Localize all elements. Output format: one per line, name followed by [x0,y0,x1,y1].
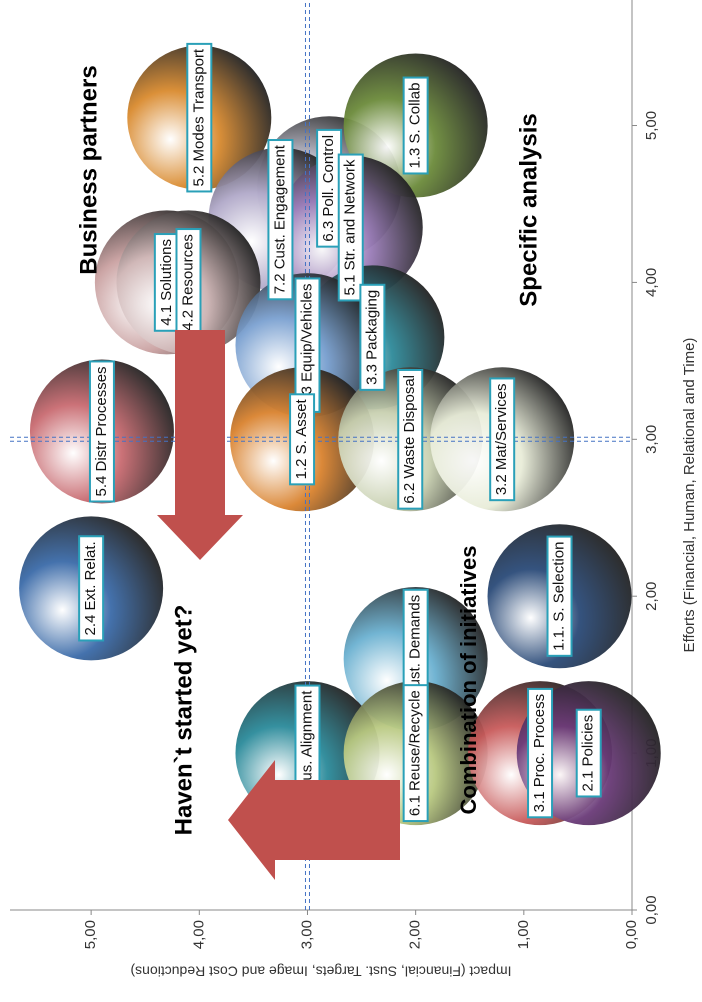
x-tick-label: 2,00 [643,582,660,611]
y-tick-label: 0,00 [623,920,640,949]
bubble-label: 1.1. S. Selection [550,542,567,651]
bubble-label: 3.1 Proc. Process [531,694,548,812]
label-box [402,76,429,175]
bubble-label: 5.4 Distr Processes [93,366,110,496]
y-tick-label: 3,00 [298,920,315,949]
bubble-label: 4.2 Resources [179,234,196,331]
bubble-label: 4.1 Solutions [158,239,175,326]
label-box [359,283,386,391]
arrow [228,760,400,880]
label-box [186,42,213,193]
y-tick-label: 5,00 [82,920,99,949]
annotation: Haven`t started yet? [170,605,197,836]
x-tick-label: 3,00 [643,425,660,454]
label-box [267,139,294,301]
y-tick-label: 1,00 [515,920,532,949]
y-axis-title: Impact (Financial, Sust. Targets, Image … [130,963,511,979]
x-tick-label: 5,00 [643,111,660,140]
bubble-label: 6.3 Poll. Control [320,135,337,242]
bubble-label: 5.3 Equip/Vehicles [298,283,315,406]
label-box [546,535,573,657]
label-box [289,393,316,486]
x-axis-title: Efforts (Financial, Human, Relational an… [681,338,698,653]
bubble-label: 1.2 S. Asset [293,398,310,479]
bubble-label: 6.1 Reuse/Recycle [407,690,424,816]
arrow [157,330,243,560]
annotation: Business partners [75,65,102,274]
overlay: Business partners Specific analysis Haven`… [75,65,542,880]
label-box [527,687,554,819]
bubble-label: 3.2 Mat/Services [493,383,510,495]
label-box [88,360,115,503]
bubble-label: 7.2 Cust. Engagement [271,144,288,294]
bubble-label: 2.4 Ext. Relat. [82,541,99,635]
x-tick-label: 4,00 [643,268,660,297]
label-box [397,368,424,510]
annotation: Combination of initiatives [456,546,481,815]
bubble-label: 2.1 Policies [580,715,597,792]
label-box [337,153,364,302]
annotation: Specific analysis [515,113,542,306]
label-box [575,708,602,798]
x-tick-label: 0,00 [643,895,660,924]
y-tick-label: 2,00 [407,920,424,949]
label-box [78,535,105,642]
bubble-label: 5.1 Str. and Network [342,159,359,295]
label-box [402,684,429,823]
bubble-label: 3.3 Packaging [363,290,380,385]
bubble-label: 6.2 Waste Disposal [401,375,418,504]
label-box [489,377,516,502]
bubble-label: 5.2 Modes Transport [190,48,207,186]
y-tick-label: 4,00 [190,920,207,949]
plot: 0,001,002,003,004,005,000,001,002,003,00… [10,0,698,979]
bubble-label: 1.3 S. Collab [407,83,424,169]
